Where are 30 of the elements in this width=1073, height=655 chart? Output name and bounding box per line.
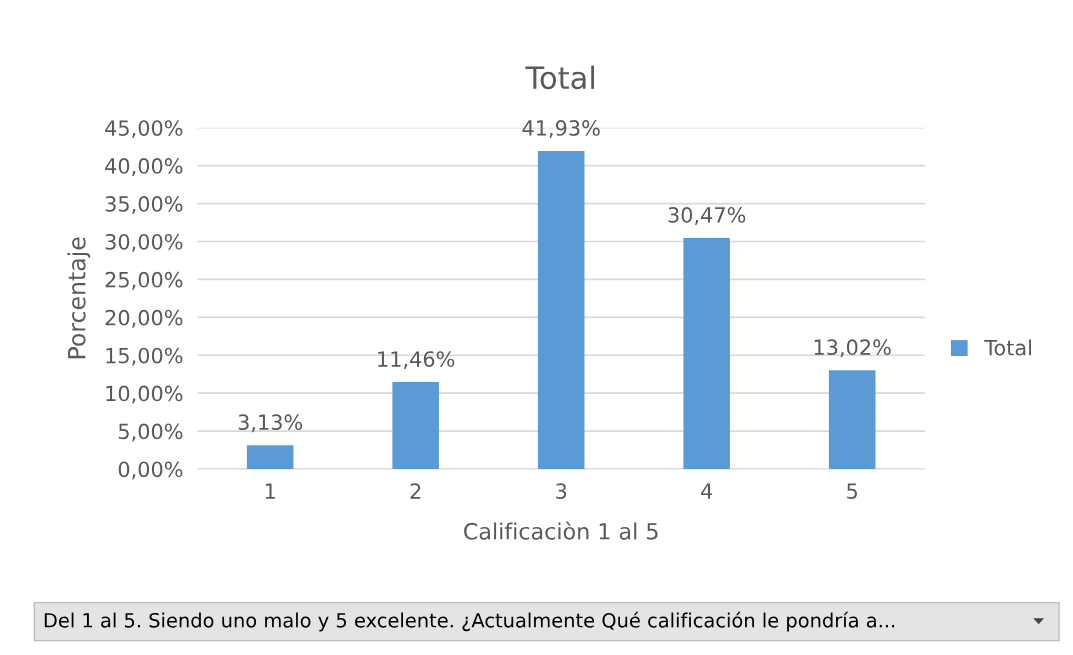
chart-title: Total (525, 65, 594, 90)
y-axis-title: Porcentaje (67, 237, 91, 359)
y-tick-label: 45,00% (105, 120, 183, 139)
data-label: 13,02% (814, 339, 891, 358)
y-tick-label: 15,00% (106, 347, 183, 366)
bar (246, 445, 294, 469)
data-label: 3,13% (238, 414, 303, 433)
y-tick-label: 25,00% (105, 271, 183, 290)
bar (828, 370, 876, 469)
y-tick-label: 30,00% (105, 233, 183, 252)
y-tick-label: 10,00% (106, 385, 183, 404)
data-label: 41,93% (522, 120, 600, 138)
y-tick-label: 20,00% (105, 309, 183, 328)
y-tick-label: 0,00% (118, 461, 183, 480)
x-tick-label: 5 (847, 483, 857, 499)
x-tick-label: 4 (701, 483, 713, 499)
bar (683, 237, 730, 469)
x-tick-label: 3 (556, 483, 567, 499)
data-label: 11,46% (378, 351, 455, 370)
y-tick-label: 40,00% (105, 158, 183, 176)
x-tick-label: 2 (410, 483, 421, 499)
legend-label: Total (984, 339, 1031, 356)
x-tick-label: 1 (265, 483, 275, 499)
x-axis-title: Calificaciòn 1 al 5 (464, 521, 658, 540)
data-label: 30,47% (668, 207, 746, 225)
bar (537, 151, 585, 469)
y-tick-label: 5,00% (118, 423, 183, 442)
bar (392, 382, 439, 469)
y-tick-label: 35,00% (105, 196, 183, 214)
text: Del 1 al 5. Siendo uno malo y 5 excelente. ¿Actualmente Qué calificación le pondría a... (44, 611, 895, 632)
